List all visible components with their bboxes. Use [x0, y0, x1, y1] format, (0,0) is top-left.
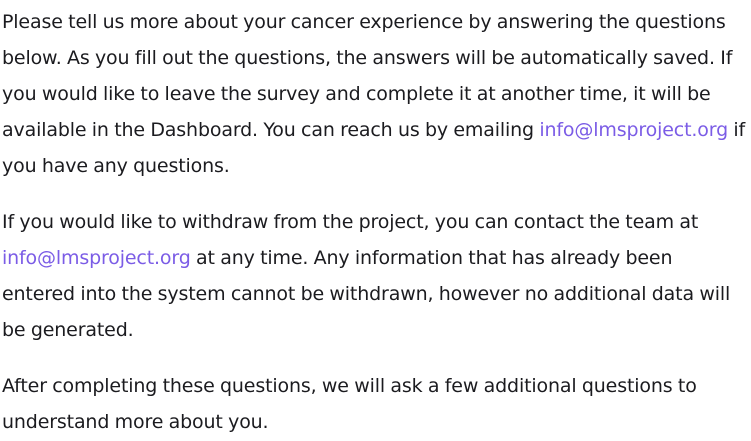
- intro-text-before-email: Please tell us more about your cancer ex…: [2, 11, 733, 141]
- intro-email-link[interactable]: info@lmsproject.org: [539, 119, 728, 141]
- withdraw-email-link[interactable]: info@lmsproject.org: [2, 247, 191, 269]
- intro-paragraph: Please tell us more about your cancer ex…: [2, 4, 749, 184]
- withdraw-text-before-email: If you would like to withdraw from the p…: [2, 211, 699, 233]
- closing-paragraph: After completing these questions, we wil…: [2, 375, 697, 433]
- withdraw-text-after-email: at any time. Any information that has al…: [2, 247, 731, 341]
- intro-text-after-email: if you have any questions.: [2, 119, 746, 177]
- withdraw-paragraph: If you would like to withdraw from the p…: [2, 204, 749, 348]
